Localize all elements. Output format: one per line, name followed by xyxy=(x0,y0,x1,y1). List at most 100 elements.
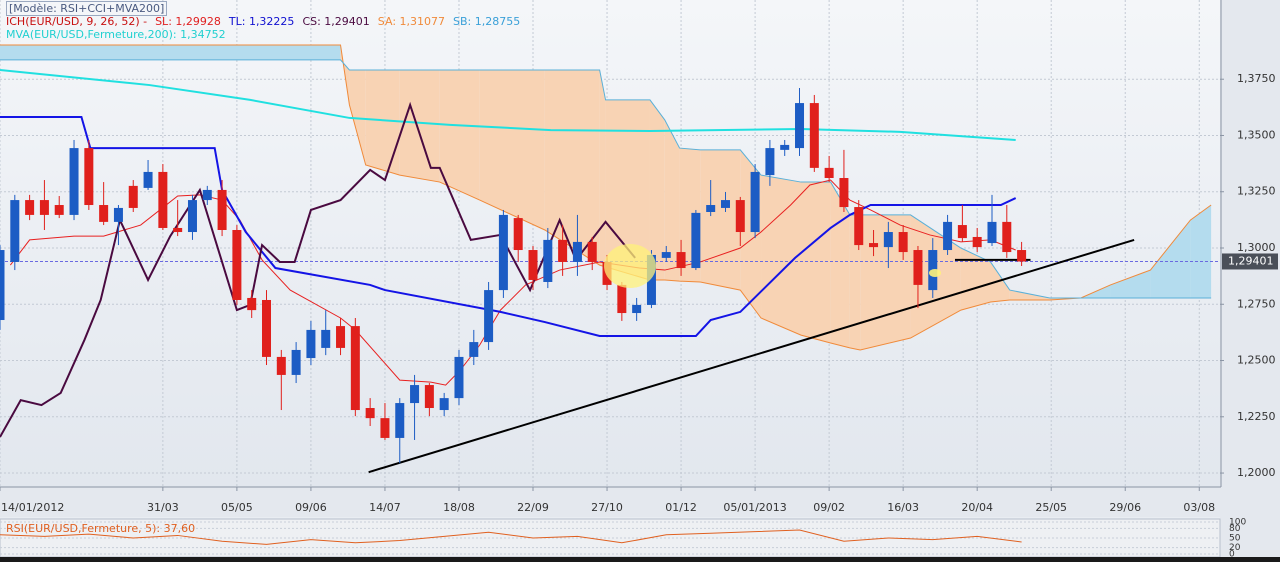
last-price-label: 1,29401 xyxy=(1228,254,1274,267)
candle-body xyxy=(839,178,849,208)
cloud-segment xyxy=(860,214,911,350)
candle-body xyxy=(735,200,745,233)
x-tick-label: 22/09 xyxy=(517,501,549,514)
candle-body xyxy=(410,385,420,404)
x-tick-label: 09/06 xyxy=(295,501,327,514)
candle-body xyxy=(113,207,123,222)
candle-body xyxy=(217,189,227,230)
cloud-segment xyxy=(1110,270,1151,298)
candle-body xyxy=(943,221,953,251)
candle-body xyxy=(484,290,494,343)
candle-body xyxy=(454,356,464,399)
candle-body xyxy=(0,250,5,321)
y-tick-label: 1,3500 xyxy=(1237,128,1276,141)
candle-body xyxy=(202,189,212,201)
rsi-tick-label: 0 xyxy=(1229,550,1235,560)
x-tick-label: 09/02 xyxy=(813,501,845,514)
candle-body xyxy=(380,418,390,438)
cloud-segment xyxy=(1190,205,1212,298)
rsi-tick-label: 100 xyxy=(1229,518,1246,528)
x-tick-label: 16/03 xyxy=(887,501,919,514)
indicator-line xyxy=(0,101,636,438)
legend-row: [Modèle: RSI+CCI+MVA200] xyxy=(6,1,528,16)
candle-body xyxy=(232,229,242,300)
candle-body xyxy=(543,239,553,282)
indicator-line xyxy=(9,179,1016,386)
candle-body xyxy=(365,408,375,419)
cloud-segment xyxy=(439,69,480,201)
candle-body xyxy=(173,227,183,233)
candle-body xyxy=(528,250,538,280)
last-price-box xyxy=(1222,253,1278,270)
candle-body xyxy=(469,342,479,357)
candle-body xyxy=(617,284,627,314)
candle-body xyxy=(247,297,257,311)
candle-body xyxy=(69,148,79,215)
cloud-segment xyxy=(479,69,545,230)
candle-body xyxy=(39,200,49,215)
cloud-line xyxy=(0,44,1212,351)
candle-body xyxy=(439,398,449,411)
legend-entry: [Modèle: RSI+CCI+MVA200] xyxy=(6,1,168,16)
indicator-line xyxy=(0,68,1016,141)
x-tick-label: 29/06 xyxy=(1109,501,1141,514)
candle-body xyxy=(824,167,834,179)
cloud-line xyxy=(0,59,1212,299)
candle-body xyxy=(84,148,94,206)
y-tick-label: 1,2250 xyxy=(1237,410,1276,423)
legend-entry: SA: 1,31077 xyxy=(377,15,446,28)
candle-body xyxy=(572,241,582,262)
candle-body xyxy=(262,299,272,357)
candle-body xyxy=(513,218,523,251)
highlight xyxy=(929,269,941,277)
x-tick-label: 05/01/2013 xyxy=(723,501,786,514)
rsi-tick-label: 20 xyxy=(1229,543,1241,553)
rsi-label: RSI(EUR/USD,Fermeture, 5): 37,60 xyxy=(6,522,196,535)
legend-entry: SB: 1,28755 xyxy=(453,15,521,28)
candle-body xyxy=(395,403,405,438)
cloud-segment xyxy=(399,69,440,183)
y-tick-label: 1,3750 xyxy=(1237,72,1276,85)
cloud-segment xyxy=(599,69,606,267)
y-tick-label: 1,2000 xyxy=(1237,466,1276,479)
cloud-segment xyxy=(761,175,801,336)
candle-body xyxy=(25,200,35,215)
axis-background xyxy=(1220,0,1280,562)
cloud-segment xyxy=(664,119,680,282)
legend-entry: SL: 1,29928 xyxy=(155,15,221,28)
x-tick-label: 03/08 xyxy=(1183,501,1215,514)
cloud-segment xyxy=(960,248,991,311)
x-tick-label: 14/07 xyxy=(369,501,401,514)
candle-body xyxy=(809,103,819,168)
legend-row: MVA(EUR/USD,Fermeture,200): 1,34752 xyxy=(6,28,528,41)
candle-body xyxy=(972,236,982,248)
candle-body xyxy=(706,205,716,212)
cloud-segment xyxy=(990,261,1010,303)
candle-body xyxy=(646,254,656,305)
candle-body xyxy=(424,385,434,409)
cloud-segment xyxy=(849,214,861,350)
candle-body xyxy=(795,103,805,149)
candle-body xyxy=(350,326,360,411)
y-tick-label: 1,2750 xyxy=(1237,297,1276,310)
candle-body xyxy=(780,144,790,150)
candle-body xyxy=(587,241,597,262)
candle-body xyxy=(128,185,138,208)
candle-body xyxy=(10,200,20,262)
cloud-segment xyxy=(0,45,341,60)
candle-body xyxy=(54,205,64,215)
cloud-segment xyxy=(700,149,741,291)
candle-body xyxy=(720,200,730,208)
candle-body xyxy=(143,171,153,188)
rsi-line xyxy=(0,529,1022,545)
rsi-tick-label: 50 xyxy=(1229,534,1241,544)
x-tick-label: 18/08 xyxy=(443,501,475,514)
candle-body xyxy=(291,349,301,375)
candle-body xyxy=(957,225,967,239)
x-tick-label: 31/03 xyxy=(147,501,179,514)
candle-body xyxy=(676,252,686,269)
candle-body xyxy=(276,356,286,375)
candle-body xyxy=(306,329,316,359)
